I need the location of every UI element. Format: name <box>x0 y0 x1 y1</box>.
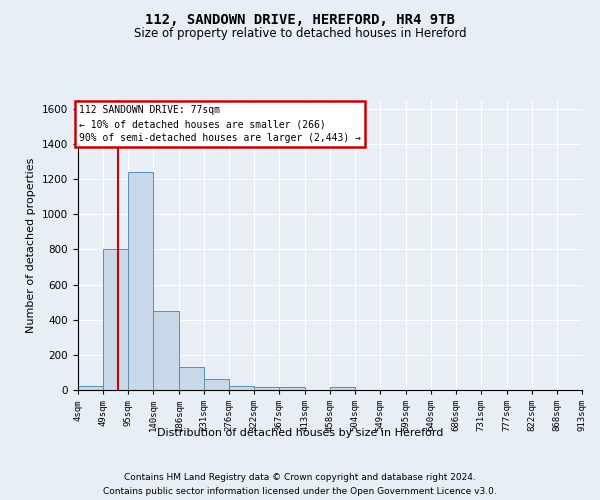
Bar <box>78 386 103 390</box>
Bar <box>279 388 305 390</box>
Bar <box>154 311 179 390</box>
Y-axis label: Number of detached properties: Number of detached properties <box>26 158 37 332</box>
Bar <box>103 250 128 390</box>
Text: Distribution of detached houses by size in Hereford: Distribution of detached houses by size … <box>157 428 443 438</box>
Bar <box>254 388 279 390</box>
Text: 112 SANDOWN DRIVE: 77sqm
← 10% of detached houses are smaller (266)
90% of semi-: 112 SANDOWN DRIVE: 77sqm ← 10% of detach… <box>79 106 361 144</box>
Text: Contains public sector information licensed under the Open Government Licence v3: Contains public sector information licen… <box>103 486 497 496</box>
Bar <box>179 367 204 390</box>
Text: 112, SANDOWN DRIVE, HEREFORD, HR4 9TB: 112, SANDOWN DRIVE, HEREFORD, HR4 9TB <box>145 12 455 26</box>
Bar <box>128 172 154 390</box>
Bar <box>229 386 254 390</box>
Text: Contains HM Land Registry data © Crown copyright and database right 2024.: Contains HM Land Registry data © Crown c… <box>124 473 476 482</box>
Text: Size of property relative to detached houses in Hereford: Size of property relative to detached ho… <box>134 28 466 40</box>
Bar <box>330 388 355 390</box>
Bar <box>204 378 229 390</box>
